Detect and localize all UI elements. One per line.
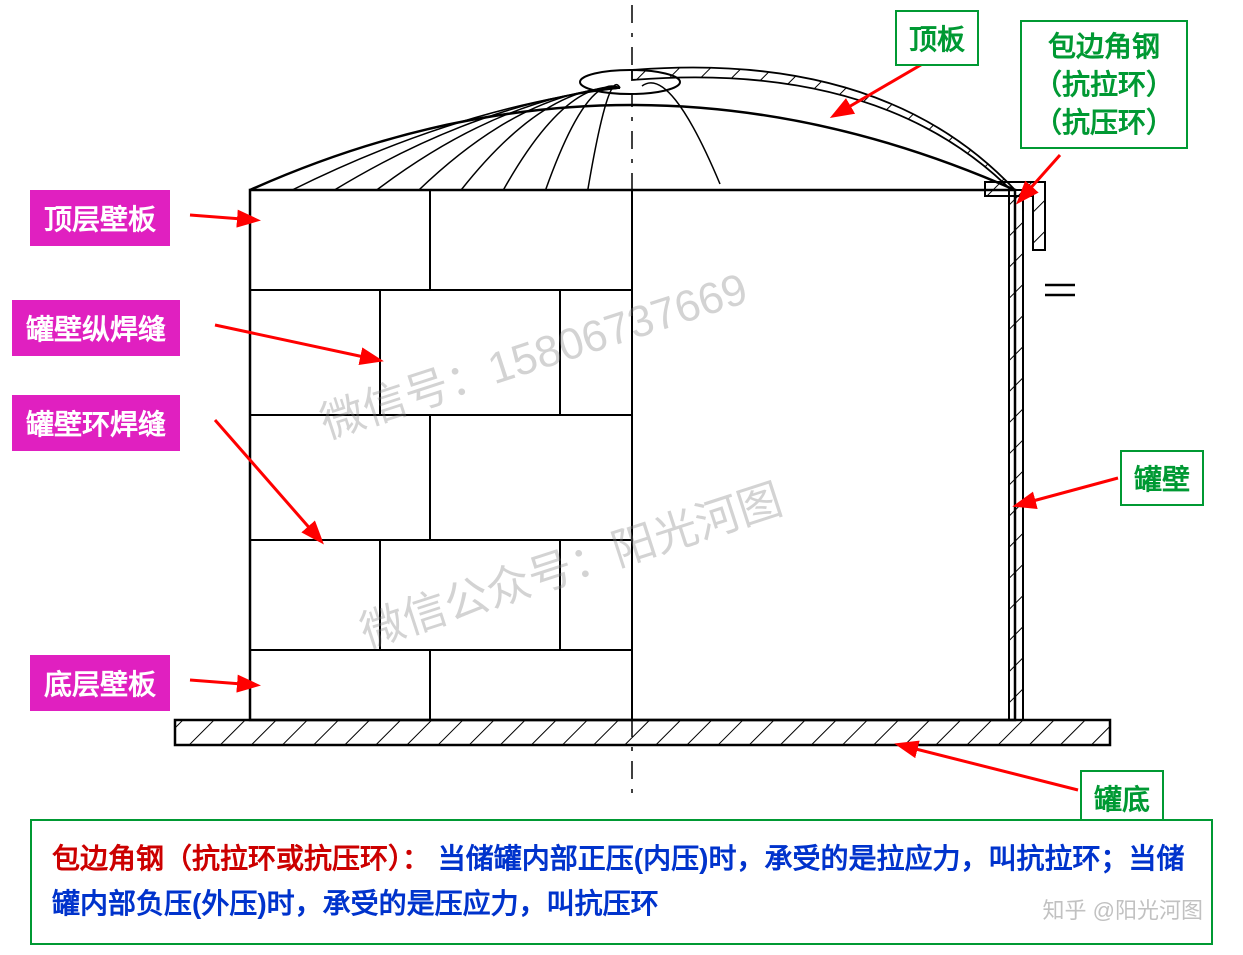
- label-tank-wall: 罐壁: [1120, 450, 1204, 506]
- note-title: 包边角钢（抗拉环或抗压环）：: [52, 843, 430, 874]
- explanation-note: 包边角钢（抗拉环或抗压环）： 当储罐内部正压(内压)时，承受的是拉应力，叫抗拉环…: [30, 819, 1213, 945]
- label-bottom-wall-plate: 底层壁板: [30, 655, 170, 711]
- label-ring-weld: 罐壁环焊缝: [12, 395, 180, 451]
- label-vertical-weld: 罐壁纵焊缝: [12, 300, 180, 356]
- label-edge-angle: 包边角钢（抗拉环）（抗压环）: [1020, 20, 1188, 149]
- label-top-plate: 顶板: [895, 10, 979, 66]
- zhihu-watermark: 知乎 @阳光河图: [1043, 893, 1203, 925]
- label-tank-bottom: 罐底: [1080, 770, 1164, 826]
- label-top-wall-plate: 顶层壁板: [30, 190, 170, 246]
